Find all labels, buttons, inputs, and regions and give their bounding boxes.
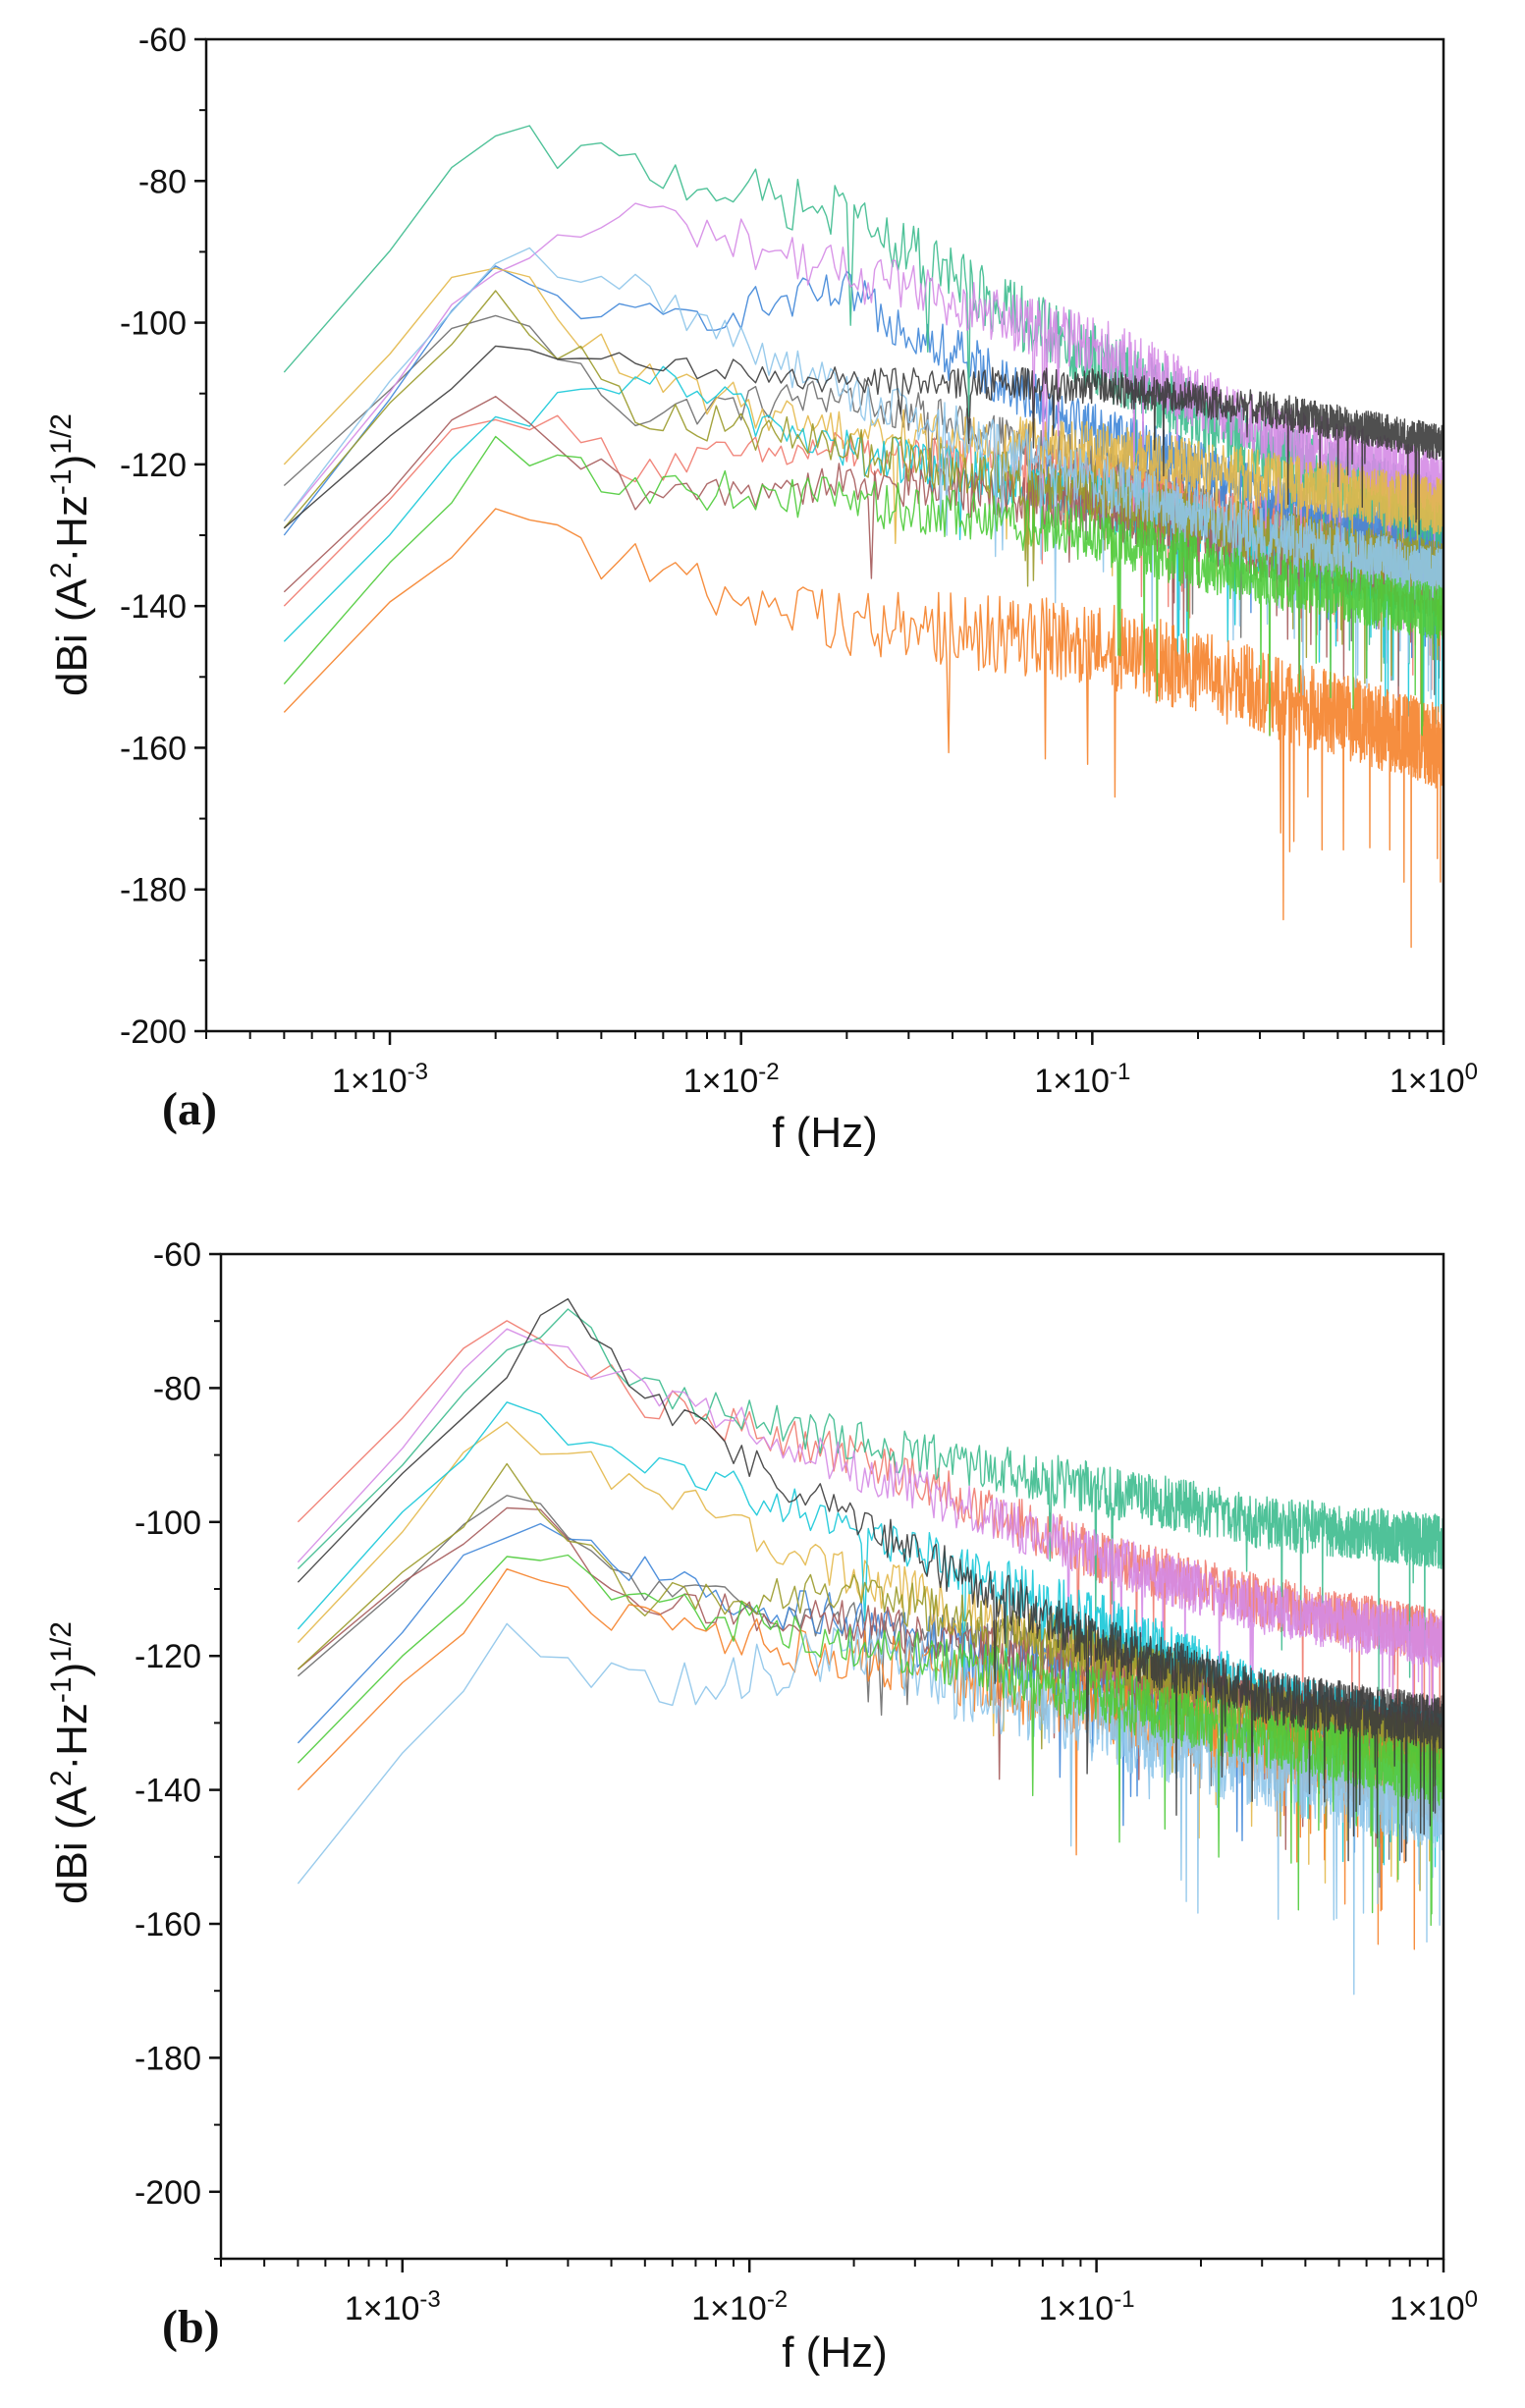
x-tick-label: 1×10-2 [691,2286,788,2328]
x-tick-label: 1×100 [1389,2286,1478,2328]
y-tick-label: -60 [138,22,187,59]
y-title-sup1: 2 [45,1770,78,1786]
y-tick-label: -120 [120,447,187,484]
series-line-ti-cp2 [297,1622,1443,1996]
panel-label-a: (a) [162,1083,217,1135]
plot-lines-a [283,125,1443,949]
y-title-sup2: -1 [45,1676,78,1703]
y-axis-title-a: dBi (A2·Hz-1)1/2 [45,413,97,696]
y-title-base: dBi (A [48,1786,96,1904]
series-line-aa-2024 [297,1328,1443,1772]
plot-lines-b [297,1297,1443,1996]
y-tick-label: -180 [120,872,187,909]
y-title-mid: ·Hz [48,495,96,562]
y-title-sup3: 1/2 [45,1621,78,1663]
y-tick-label: -80 [138,163,187,200]
series-line-aisi-1018-cs [297,1308,1443,1692]
y-title-sup2: -1 [45,468,78,495]
x-tick-label: 1×100 [1389,1059,1478,1101]
plot-frame-b [219,1252,1445,2261]
x-axis-title-b: f (Hz) [782,2328,888,2377]
y-title-close: ) [48,455,96,469]
x-tick-label: 1×10-3 [345,2286,441,2328]
y-tick-label: -160 [135,1906,201,1943]
axes-b: -60 -80 -100 -120 -140 -160 -180 -200 1×10-3 1×10… [135,1236,1478,2327]
x-tick-label: 1×10-1 [1034,1059,1130,1101]
y-title-close: ) [48,1663,96,1677]
y-tick-label: -200 [120,1013,187,1051]
y-tick-label: -120 [135,1638,201,1675]
series-line-waspaloy [283,345,1443,535]
series-line-ti-6al-4v [283,508,1443,949]
y-tick-label: -160 [120,730,187,767]
chart-panel-a: -60 -80 -100 -120 -140 -160 -180 -200 1×10-3 1×10… [45,22,1478,1157]
x-tick-label: 1×10-3 [332,1059,428,1101]
y-tick-label: -60 [153,1236,201,1274]
y-tick-label: -200 [135,2174,201,2212]
chart-panel-b: -60 -80 -100 -120 -140 -160 -180 -200 1×10-3 1×10… [45,1236,1478,2377]
y-title-base: dBi (A [48,578,96,696]
x-tick-label: 1×10-2 [683,1059,780,1101]
axes-a: -60 -80 -100 -120 -140 -160 -180 -200 1×10-3 1×10… [120,22,1478,1100]
x-tick-label: 1×10-1 [1039,2286,1135,2328]
series-line-aa-2055 [283,267,1443,644]
y-axis-title-b: dBi (A2·Hz-1)1/2 [45,1621,97,1904]
series-line-ultimet [297,1554,1443,1927]
y-title-mid: ·Hz [48,1703,96,1770]
y-title-sup3: 1/2 [45,413,78,455]
x-axis-title-a: f (Hz) [772,1109,878,1157]
y-tick-label: -140 [120,588,187,626]
y-tick-label: -80 [153,1370,201,1407]
y-tick-label: -180 [135,2040,201,2077]
series-line-waspaloy [297,1297,1443,1862]
y-tick-label: -100 [135,1505,201,1542]
series-line-ultimet [283,435,1443,737]
y-tick-label: -140 [135,1773,201,1810]
panel-label-b: (b) [162,2301,220,2353]
series-line-304-ss [297,1495,1443,1860]
y-title-sup1: 2 [45,562,78,578]
y-tick-label: -100 [120,305,187,343]
